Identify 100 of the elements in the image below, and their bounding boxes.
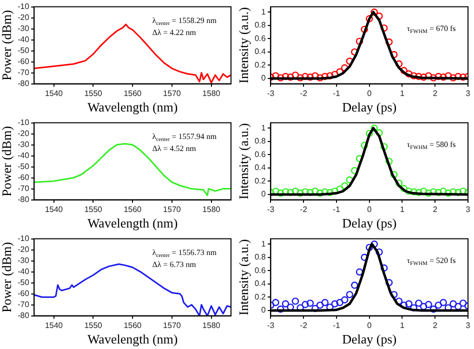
x-axis-title: Wavelength (nm)	[87, 100, 178, 115]
x-tick-label: 1	[400, 204, 406, 214]
y-tick-label: 0.6	[254, 266, 266, 275]
y-tick-label: 0.4	[254, 47, 266, 56]
point	[454, 188, 462, 196]
y-axis-title: Power (dBm)	[0, 126, 14, 197]
point	[302, 300, 309, 308]
y-tick-label: -30	[18, 24, 30, 34]
point	[444, 190, 452, 197]
point	[350, 282, 358, 289]
y-tick-label: 0.6	[254, 150, 266, 159]
point	[380, 143, 388, 150]
y-tick-label: -80	[18, 195, 30, 204]
point	[370, 124, 378, 132]
point	[370, 240, 378, 248]
y-tick-label: 0	[261, 74, 266, 83]
x-axis-title: Wavelength (nm)	[87, 332, 178, 347]
point	[454, 72, 462, 80]
point	[440, 74, 447, 81]
y-tick-label: -20	[18, 129, 30, 138]
point	[434, 302, 442, 309]
x-tick-label: 2	[432, 204, 438, 214]
point	[390, 170, 398, 178]
x-tick-label: 1	[400, 320, 406, 330]
y-tick-label: -40	[18, 267, 30, 276]
x-tick-label: -2	[300, 204, 308, 214]
y-tick-label: -30	[18, 140, 30, 150]
point	[415, 72, 422, 80]
point	[370, 8, 378, 16]
point	[346, 176, 354, 184]
point	[410, 188, 418, 196]
point	[366, 15, 373, 22]
point	[316, 190, 324, 197]
point	[390, 290, 398, 298]
point	[326, 188, 334, 196]
point	[410, 72, 418, 80]
point	[376, 129, 383, 136]
point	[434, 188, 442, 196]
point	[331, 300, 338, 308]
y-tick-label: -50	[18, 162, 30, 172]
x-tick-label: 0	[367, 204, 372, 214]
point	[430, 188, 438, 196]
point	[360, 142, 368, 149]
x-tick-label: 1560	[124, 88, 142, 98]
point	[272, 298, 280, 306]
point	[454, 302, 462, 310]
x-tick-label: 3	[466, 320, 471, 330]
point	[282, 72, 290, 80]
point	[306, 74, 314, 81]
point	[312, 304, 319, 312]
point	[424, 190, 432, 197]
x-tick-label: -2	[300, 320, 308, 330]
y-axis-title: Power (dBm)	[0, 242, 14, 313]
point	[450, 300, 457, 308]
point	[292, 298, 299, 305]
x-tick-label: -1	[332, 320, 341, 330]
point	[420, 302, 428, 310]
x-tick-label: 1560	[124, 320, 142, 330]
point	[296, 190, 304, 197]
point	[424, 72, 432, 80]
y-tick-label: 1	[261, 239, 266, 248]
point	[405, 300, 412, 308]
point	[410, 304, 418, 312]
x-tick-label: 2	[432, 88, 438, 98]
y-axis-title: Intensity (a.u.)	[236, 239, 252, 316]
y-tick-label: 0.8	[254, 252, 266, 262]
y-tick-label: 1	[261, 123, 266, 132]
point	[350, 166, 358, 174]
point	[400, 184, 408, 192]
point	[356, 268, 364, 276]
x-tick-label: 1580	[202, 204, 221, 214]
y-tick-label: -80	[18, 79, 30, 88]
x-tick-label: 1570	[163, 204, 182, 214]
y-tick-label: -20	[18, 245, 30, 254]
point	[366, 244, 373, 252]
x-tick-label: -2	[300, 88, 308, 98]
y-tick-label: -50	[18, 278, 30, 288]
x-tick-label: 1560	[124, 204, 142, 214]
point	[346, 290, 354, 298]
point	[276, 306, 284, 313]
y-tick-label: -50	[18, 46, 30, 56]
point	[276, 74, 284, 82]
y-axis-title: Intensity (a.u.)	[236, 123, 252, 200]
point	[459, 300, 467, 307]
x-tick-label: 0	[367, 88, 372, 98]
x-tick-label: 3	[466, 204, 471, 214]
point	[366, 130, 373, 138]
point	[380, 24, 388, 32]
x-tick-label: 1540	[44, 320, 64, 330]
y-tick-label: 0.2	[254, 292, 266, 302]
point	[341, 182, 348, 190]
y-tick-label: -80	[18, 311, 30, 320]
y-tick-label: -10	[18, 234, 30, 244]
x-tick-label: -3	[267, 88, 275, 98]
point	[400, 66, 408, 74]
point	[420, 74, 428, 81]
point	[282, 300, 290, 308]
point	[376, 248, 383, 256]
x-tick-label: 2	[432, 320, 438, 330]
point	[321, 298, 329, 306]
